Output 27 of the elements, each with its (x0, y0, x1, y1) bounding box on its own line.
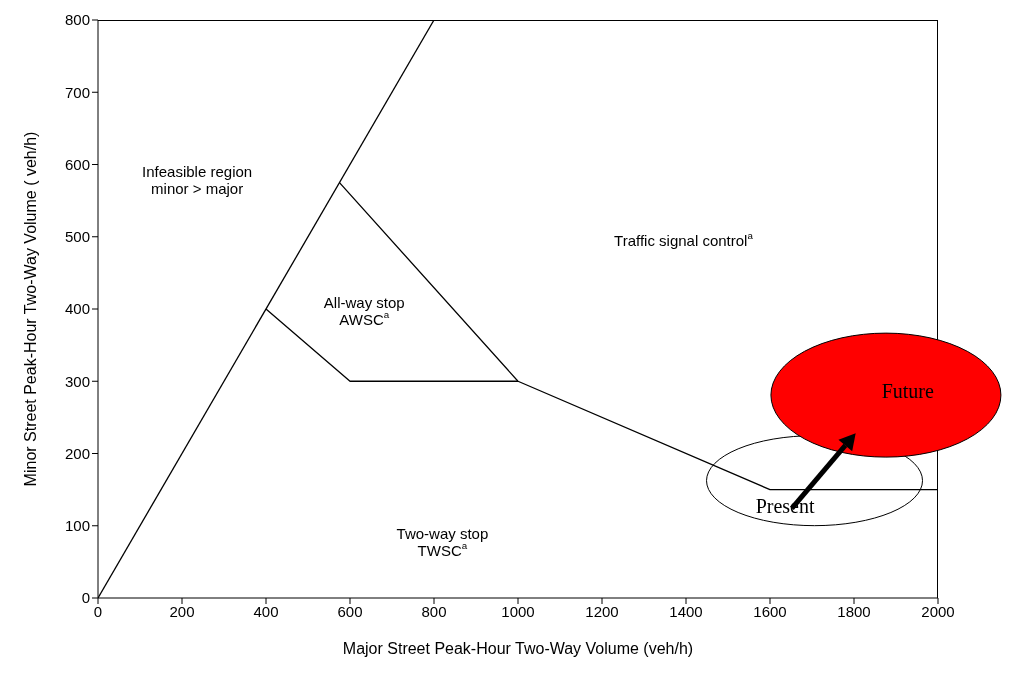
y-tick-label: 500 (64, 228, 90, 246)
annotation: All-way stop AWSC$^{a}$ (323, 293, 405, 329)
y-tick-label: 300 (64, 372, 90, 390)
x-tick-label: 400 (253, 602, 279, 620)
y-tick-label: 800 (64, 11, 90, 29)
y-axis-title: Minor Street Peak-Hour Two-Way Volume ( veh/h) (21, 131, 39, 487)
y-tick-label: 0 (81, 589, 90, 607)
x-tick-label: 0 (93, 602, 103, 620)
x-tick-label: 1400 (669, 602, 703, 620)
x-tick-label: 1600 (753, 602, 787, 620)
annotation: Infeasible region minor > major (142, 163, 253, 198)
y-tick-label: 100 (64, 517, 90, 535)
x-tick-label: 1000 (501, 602, 535, 620)
x-axis-title: Major Street Peak-Hour Two-Way Volume (veh/h) (342, 640, 694, 657)
y-tick-label: 400 (64, 300, 90, 318)
x-tick-label: 600 (337, 602, 363, 620)
annotation: Traffic signal control$^{a}$ (614, 230, 754, 249)
y-tick-label: 200 (64, 444, 90, 462)
x-tick-label: 1800 (837, 602, 871, 620)
y-tick-label: 700 (64, 83, 90, 101)
x-tick-label: 800 (421, 602, 447, 620)
x-tick-label: 2000 (921, 602, 955, 620)
x-tick-label: 1200 (585, 602, 619, 620)
y-tick-label: 600 (64, 155, 90, 173)
annotation: Future (881, 379, 934, 402)
x-tick-label: 200 (169, 602, 195, 620)
annotation: Two-way stop TWSC$^{a}$ (396, 525, 489, 560)
